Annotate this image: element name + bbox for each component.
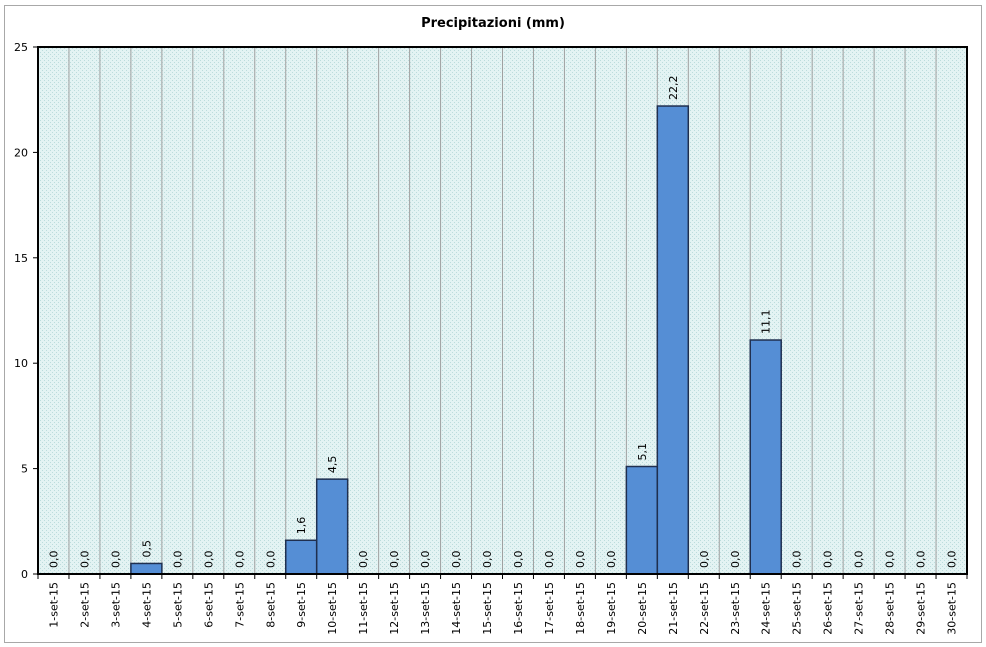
x-tick-label: 9-set-15 [295, 582, 308, 628]
x-tick-label: 28-set-15 [884, 582, 897, 635]
x-tick-label: 12-set-15 [388, 582, 401, 635]
x-tick-label: 17-set-15 [543, 582, 556, 635]
x-tick-label: 6-set-15 [202, 582, 215, 628]
data-label: 0,0 [233, 551, 246, 569]
bar [749, 339, 782, 575]
x-tick-label: 8-set-15 [264, 582, 277, 628]
data-label: 0,0 [109, 551, 122, 569]
bar [625, 465, 659, 575]
x-tick-label: 24-set-15 [760, 582, 773, 635]
x-tick-label: 14-set-15 [450, 582, 463, 635]
x-tick-label: 23-set-15 [729, 582, 742, 635]
x-tick-label: 4-set-15 [140, 582, 153, 628]
bar [284, 539, 318, 575]
x-tick-label: 13-set-15 [419, 582, 432, 635]
x-tick-label: 7-set-15 [233, 582, 246, 628]
data-label: 0,0 [419, 551, 432, 569]
data-label: 11,1 [760, 310, 773, 335]
data-label: 0,0 [915, 551, 928, 569]
x-tick-label: 1-set-15 [47, 582, 60, 628]
x-tick-label: 20-set-15 [636, 582, 649, 635]
data-label: 0,5 [140, 540, 153, 558]
x-tick-label: 21-set-15 [667, 582, 680, 635]
data-label: 0,0 [202, 551, 215, 569]
y-tick-label: 20 [14, 146, 28, 159]
data-label: 0,0 [574, 551, 587, 569]
x-tick-label: 15-set-15 [481, 582, 494, 635]
bar [315, 478, 349, 575]
x-tick-label: 16-set-15 [512, 582, 525, 635]
data-label: 0,0 [729, 551, 742, 569]
data-label: 0,0 [450, 551, 463, 569]
x-tick-label: 11-set-15 [357, 582, 370, 635]
x-tick-label: 3-set-15 [109, 582, 122, 628]
x-tick-label: 18-set-15 [574, 582, 587, 635]
y-tick-label: 15 [14, 252, 28, 265]
x-tick-label: 26-set-15 [822, 582, 835, 635]
data-label: 0,0 [264, 551, 277, 569]
x-tick-label: 2-set-15 [78, 582, 91, 628]
data-label: 0,0 [791, 551, 804, 569]
x-tick-label: 30-set-15 [946, 582, 959, 635]
chart-title: Precipitazioni (mm) [421, 16, 565, 31]
data-label: 0,0 [47, 551, 60, 569]
data-label: 0,0 [698, 551, 711, 569]
x-tick-label: 10-set-15 [326, 582, 339, 635]
data-label: 0,0 [357, 551, 370, 569]
data-label: 0,0 [822, 551, 835, 569]
data-label: 0,0 [543, 551, 556, 569]
data-label: 4,5 [326, 456, 339, 474]
data-label: 22,2 [667, 76, 680, 101]
y-tick-label: 5 [21, 463, 28, 476]
x-tick-label: 25-set-15 [791, 582, 804, 635]
x-tick-label: 29-set-15 [915, 582, 928, 635]
y-tick-label: 0 [21, 568, 28, 581]
bar [130, 562, 163, 575]
data-label: 5,1 [636, 443, 649, 461]
x-tick-label: 27-set-15 [853, 582, 866, 635]
data-label: 0,0 [853, 551, 866, 569]
data-label: 0,0 [171, 551, 184, 569]
data-label: 1,6 [295, 517, 308, 535]
data-label: 0,0 [512, 551, 525, 569]
y-tick-label: 25 [14, 41, 28, 54]
data-label: 0,0 [481, 551, 494, 569]
data-label: 0,0 [78, 551, 91, 569]
x-tick-label: 19-set-15 [605, 582, 618, 635]
data-label: 0,0 [946, 551, 959, 569]
x-tick-label: 22-set-15 [698, 582, 711, 635]
data-label: 0,0 [605, 551, 618, 569]
data-label: 0,0 [884, 551, 897, 569]
y-tick-label: 10 [14, 357, 28, 370]
bar [656, 105, 690, 575]
data-label: 0,0 [388, 551, 401, 569]
x-tick-label: 5-set-15 [171, 582, 184, 628]
